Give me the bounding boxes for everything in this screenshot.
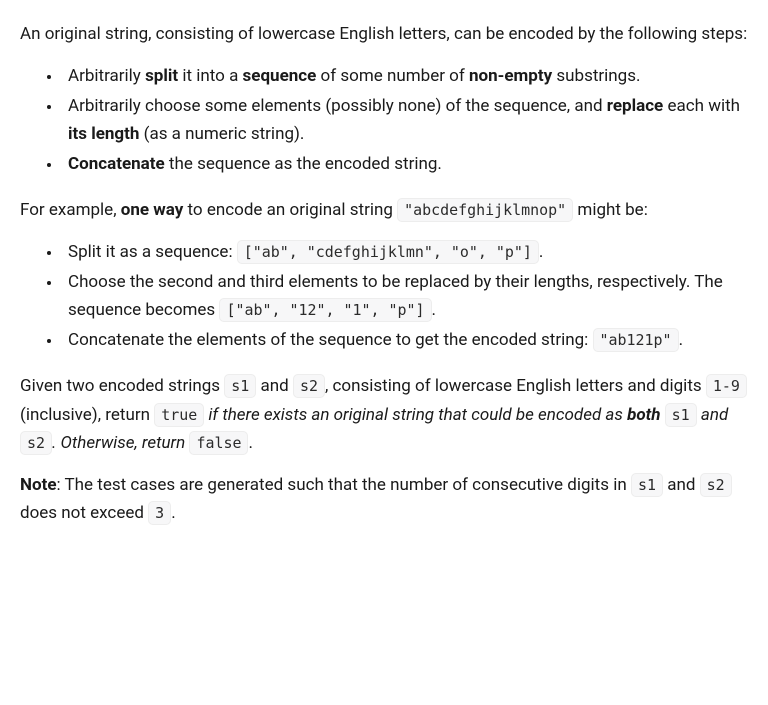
code-inline: s2 bbox=[700, 473, 732, 497]
example-intro-paragraph: For example, one way to encode an origin… bbox=[20, 196, 748, 224]
italic-text: if there exists an original string that … bbox=[204, 405, 664, 425]
code-inline: s1 bbox=[665, 403, 697, 427]
italic-text: and bbox=[697, 405, 729, 425]
intro-text: An original string, consisting of lowerc… bbox=[20, 24, 747, 44]
code-inline: "abcdefghijklmnop" bbox=[397, 198, 573, 222]
code-inline: s2 bbox=[20, 431, 52, 455]
code-inline: 3 bbox=[148, 501, 171, 525]
given-paragraph: Given two encoded strings s1 and s2, con… bbox=[20, 372, 748, 456]
code-inline: true bbox=[154, 403, 204, 427]
code-inline: ["ab", "12", "1", "p"] bbox=[219, 298, 431, 322]
code-inline: 1-9 bbox=[706, 374, 747, 398]
list-item: Concatenate the elements of the sequence… bbox=[62, 326, 748, 354]
list-item: Concatenate the sequence as the encoded … bbox=[62, 150, 748, 178]
encoding-steps-list: Arbitrarily split it into a sequence of … bbox=[20, 62, 748, 178]
italic-text: . Otherwise, return bbox=[52, 433, 189, 453]
code-inline: s2 bbox=[293, 374, 325, 398]
code-inline: s1 bbox=[224, 374, 256, 398]
code-inline: "ab121p" bbox=[593, 328, 679, 352]
intro-paragraph: An original string, consisting of lowerc… bbox=[20, 20, 748, 48]
list-item: Split it as a sequence: ["ab", "cdefghij… bbox=[62, 238, 748, 266]
list-item: Arbitrarily choose some elements (possib… bbox=[62, 92, 748, 148]
code-inline: ["ab", "cdefghijklmn", "o", "p"] bbox=[237, 240, 539, 264]
list-item: Arbitrarily split it into a sequence of … bbox=[62, 62, 748, 90]
code-inline: s1 bbox=[631, 473, 663, 497]
list-item: Choose the second and third elements to … bbox=[62, 268, 748, 324]
example-steps-list: Split it as a sequence: ["ab", "cdefghij… bbox=[20, 238, 748, 354]
note-paragraph: Note: The test cases are generated such … bbox=[20, 471, 748, 527]
code-inline: false bbox=[189, 431, 248, 455]
